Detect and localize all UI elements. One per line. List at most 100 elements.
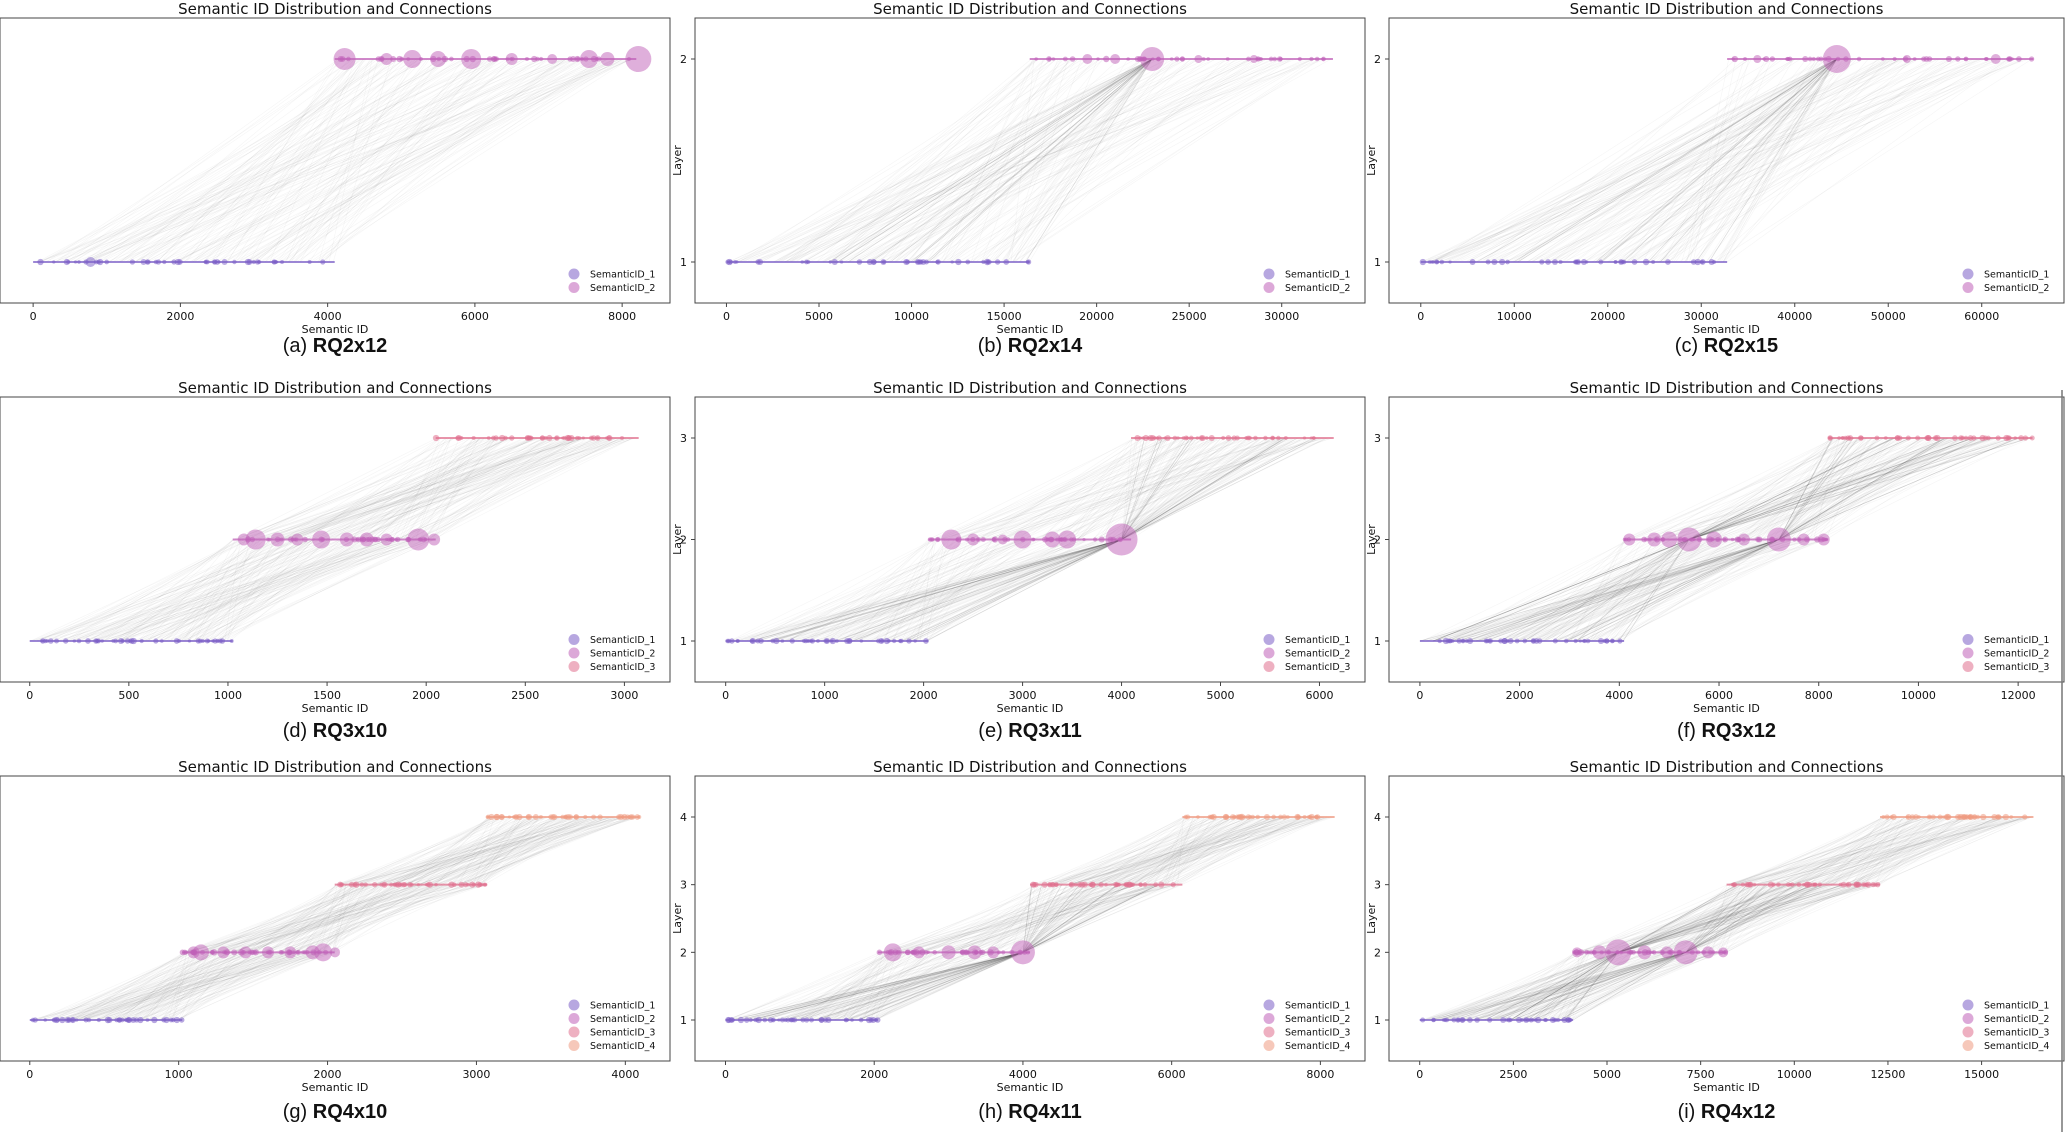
- connection-line: [281, 884, 350, 953]
- connection-line: [738, 539, 985, 642]
- connection-line: [892, 539, 947, 642]
- connection-line: [1759, 437, 1836, 540]
- connection-line: [298, 884, 459, 953]
- connection-line: [1618, 884, 1738, 953]
- connection-line: [1025, 437, 1156, 540]
- connection-line: [861, 952, 941, 1021]
- connection-line: [1491, 952, 1686, 1021]
- hub-connection-line: [1600, 58, 1838, 263]
- connection-line: [294, 58, 514, 263]
- connection-line: [267, 884, 368, 953]
- connection-line: [117, 952, 317, 1021]
- connection-line: [892, 539, 936, 642]
- semantic-id-point: [594, 435, 601, 441]
- connection-line: [192, 58, 383, 263]
- connection-line: [1733, 816, 1885, 885]
- connection-line: [62, 952, 246, 1021]
- connection-line: [1575, 58, 1838, 263]
- connection-line: [29, 539, 415, 642]
- connection-line: [1744, 816, 2032, 885]
- semantic-id-point: [806, 259, 811, 265]
- connection-line: [969, 437, 1170, 540]
- connection-line: [756, 952, 983, 1021]
- semantic-id-point: [1955, 56, 1961, 62]
- semantic-id-point: [1523, 1017, 1530, 1023]
- connection-line: [1513, 952, 1668, 1021]
- connection-line: [1618, 884, 1738, 953]
- connection-line: [1080, 816, 1185, 885]
- connection-line: [1694, 58, 1869, 263]
- connection-line: [341, 437, 581, 540]
- connection-line: [226, 58, 365, 263]
- connection-line: [333, 884, 366, 953]
- connection-line: [772, 539, 1122, 642]
- connection-line: [244, 58, 617, 263]
- connection-line: [97, 952, 303, 1021]
- connection-line: [1004, 58, 1320, 263]
- connection-line: [167, 952, 188, 1021]
- connection-line: [1121, 437, 1311, 540]
- connection-line: [1725, 884, 1861, 953]
- connection-line: [1618, 58, 1815, 263]
- connection-line: [1739, 816, 1969, 885]
- semantic-id-point: [1459, 1017, 1466, 1023]
- connection-line: [1429, 952, 1722, 1021]
- x-tick-label: 1500: [313, 689, 341, 702]
- semantic-id-point: [1263, 813, 1270, 821]
- connection-line: [1436, 952, 1695, 1021]
- connection-line: [1641, 884, 1867, 953]
- connection-line: [238, 437, 586, 540]
- connection-line: [198, 884, 373, 953]
- connection-line: [897, 884, 1176, 953]
- legend-marker: [568, 999, 580, 1011]
- semantic-id-bubble: [883, 943, 902, 962]
- connection-line: [969, 884, 1134, 953]
- connection-line: [338, 437, 535, 540]
- connection-line: [1700, 884, 1862, 953]
- hub-connection-line: [1552, 539, 1690, 642]
- connection-line: [848, 58, 1251, 263]
- connection-line: [1451, 58, 1795, 263]
- connection-line: [1076, 437, 1283, 540]
- connection-line: [1724, 884, 1840, 953]
- connection-line: [288, 884, 379, 953]
- connection-line: [1685, 884, 1842, 953]
- connection-line: [1041, 816, 1286, 885]
- connection-line: [1022, 884, 1055, 953]
- connection-line: [164, 952, 323, 1021]
- semantic-id-point: [1967, 813, 1974, 821]
- connection-line: [1532, 58, 1828, 263]
- connection-line: [448, 816, 571, 885]
- connection-line: [72, 539, 322, 642]
- semantic-id-point: [1597, 637, 1605, 645]
- connection-line: [1531, 58, 1853, 263]
- x-tick-label: 6000: [1705, 689, 1733, 702]
- connection-line: [1614, 539, 1807, 642]
- connection-line: [1022, 884, 1162, 953]
- connection-line: [989, 437, 1194, 540]
- connection-line: [402, 816, 563, 885]
- connection-line: [1492, 952, 1686, 1021]
- connection-line: [347, 437, 482, 540]
- connection-line: [1724, 58, 1888, 263]
- connection-line: [909, 58, 1192, 263]
- connection-line: [850, 952, 1024, 1021]
- connection-line: [1618, 884, 1792, 953]
- connection-line: [894, 58, 1064, 263]
- semantic-id-point: [1003, 259, 1010, 265]
- connection-line: [104, 952, 228, 1021]
- connection-line: [147, 58, 574, 263]
- connection-line: [828, 952, 916, 1021]
- connection-line: [1781, 437, 1898, 540]
- subplot-g: Semantic ID Distribution and Connections…: [0, 758, 671, 1123]
- connection-line: [432, 437, 479, 540]
- connection-line: [420, 816, 532, 885]
- semantic-id-point: [1858, 435, 1864, 441]
- connection-line: [1634, 884, 1788, 953]
- connection-line: [938, 884, 1063, 953]
- connection-line: [1619, 884, 1821, 953]
- hub-connection-line: [769, 539, 1122, 642]
- connection-line: [1497, 58, 1796, 263]
- connection-line: [1472, 952, 1722, 1021]
- connection-line: [1790, 816, 2005, 885]
